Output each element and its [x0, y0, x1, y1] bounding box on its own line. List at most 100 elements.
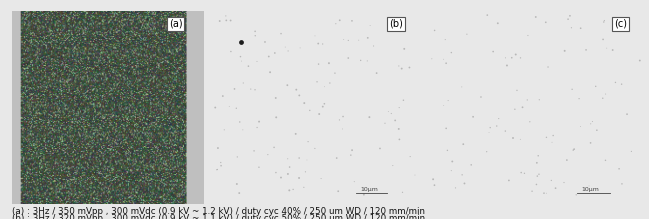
Point	[317, 105, 328, 108]
Point	[476, 95, 486, 99]
Point	[598, 97, 608, 100]
Point	[338, 115, 349, 118]
Point	[238, 81, 249, 85]
Text: 10μm: 10μm	[582, 187, 600, 192]
Point	[584, 184, 594, 188]
Point	[291, 88, 302, 91]
Point	[610, 81, 620, 84]
Point	[493, 117, 504, 120]
Point	[303, 140, 313, 143]
Point	[316, 177, 326, 180]
Point	[356, 59, 366, 62]
Point	[284, 189, 295, 192]
Point	[226, 50, 236, 53]
Point	[524, 120, 535, 124]
Point	[458, 142, 469, 146]
Point	[585, 122, 596, 125]
Point	[291, 132, 301, 136]
Point	[363, 36, 373, 40]
Point	[314, 112, 324, 116]
Point	[522, 34, 533, 37]
Point	[324, 81, 335, 85]
Point	[441, 127, 451, 130]
Point	[337, 127, 348, 131]
Point	[488, 50, 498, 53]
Point	[213, 146, 223, 150]
Point	[288, 188, 299, 191]
Point	[602, 46, 612, 50]
Point	[216, 164, 227, 168]
Point	[236, 55, 246, 58]
Point	[364, 115, 374, 119]
Point	[334, 19, 345, 22]
Text: (a): (a)	[169, 19, 182, 29]
Point	[250, 30, 260, 33]
Point	[276, 32, 286, 35]
Point	[236, 59, 247, 63]
Point	[284, 165, 295, 169]
Point	[210, 106, 221, 109]
Point	[534, 98, 545, 102]
Point	[502, 64, 512, 67]
Point	[600, 92, 611, 96]
Point	[252, 126, 262, 129]
Point	[271, 96, 281, 100]
Point	[493, 21, 503, 25]
Point	[439, 104, 449, 107]
Point	[386, 112, 397, 115]
Point	[265, 71, 275, 74]
Point	[283, 172, 293, 176]
Point	[347, 19, 357, 23]
Point	[587, 120, 598, 123]
Point	[393, 127, 404, 131]
Point	[236, 40, 247, 44]
Point	[347, 148, 357, 152]
Point	[446, 51, 456, 54]
Point	[515, 138, 526, 141]
Point	[238, 128, 248, 132]
Point	[511, 53, 521, 56]
Point	[507, 56, 517, 60]
Point	[600, 159, 611, 162]
Point	[484, 131, 494, 134]
Point	[299, 185, 309, 189]
Point	[466, 163, 476, 167]
Point	[515, 56, 526, 60]
Point	[294, 156, 304, 160]
Point	[300, 170, 311, 174]
Point	[517, 106, 528, 109]
Point	[512, 89, 522, 92]
Point	[527, 189, 537, 193]
Point	[428, 178, 438, 181]
Point	[504, 179, 514, 182]
Point	[380, 122, 390, 125]
Point	[215, 19, 225, 23]
Point	[500, 56, 511, 60]
Point	[482, 150, 492, 154]
Point	[541, 21, 551, 24]
Point	[252, 60, 262, 63]
Point	[221, 14, 231, 18]
Point	[271, 171, 281, 174]
Point	[574, 97, 584, 100]
Point	[397, 191, 408, 194]
Point	[592, 129, 602, 132]
Point	[522, 98, 532, 102]
Point	[443, 99, 454, 102]
Point	[491, 124, 502, 128]
Point	[482, 13, 493, 17]
Point	[457, 173, 467, 177]
Point	[398, 99, 409, 102]
Point	[598, 20, 609, 24]
Point	[404, 66, 415, 69]
Point	[441, 62, 451, 65]
Point	[319, 85, 330, 88]
Point	[313, 42, 323, 45]
Point	[516, 171, 526, 174]
Point	[569, 147, 580, 151]
Point	[390, 119, 400, 122]
Point	[426, 57, 437, 60]
Point	[332, 156, 342, 160]
Point	[547, 141, 557, 144]
Point	[576, 26, 586, 30]
